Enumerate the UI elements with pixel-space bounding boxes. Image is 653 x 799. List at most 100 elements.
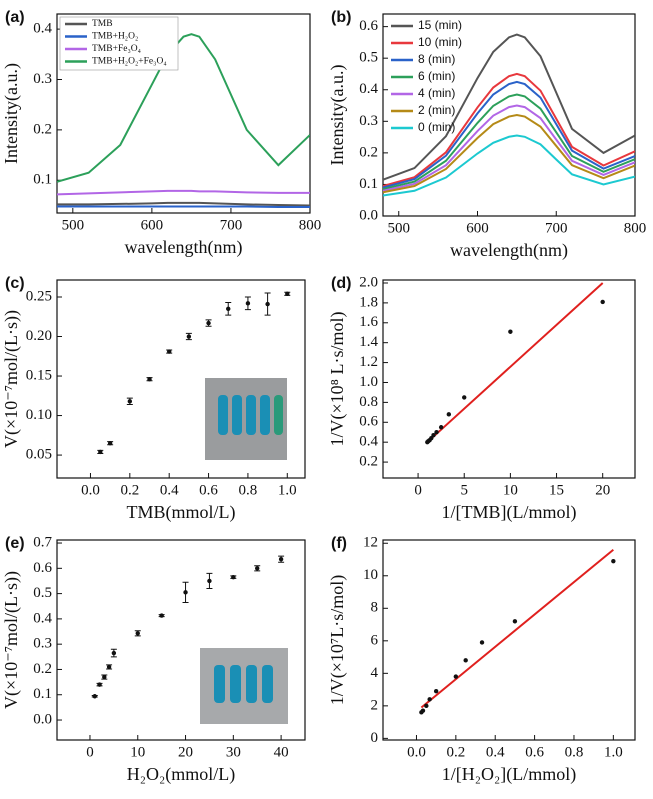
- y-tick-label: 0.5: [33, 585, 52, 601]
- legend-label: TMB: [92, 19, 113, 29]
- legend-label: 8 (min): [418, 52, 455, 66]
- data-point: [479, 640, 485, 645]
- legend-box: [59, 16, 179, 71]
- x-tick-label: 800: [299, 217, 322, 233]
- y-tick-label: 12: [363, 535, 378, 551]
- y-tick-label: 6: [371, 632, 379, 648]
- x-tick-label: 700: [545, 220, 568, 236]
- y-tick-label: 0.3: [33, 636, 52, 652]
- data-point: [431, 433, 436, 438]
- panel-label: (b): [331, 9, 351, 26]
- y-tick-label: 0.6: [359, 18, 378, 34]
- x-tick-label: 700: [220, 217, 243, 233]
- fit-line: [420, 548, 614, 709]
- y-tick-label: 0.4: [359, 81, 378, 97]
- data-point: [147, 376, 152, 382]
- data-point: [102, 674, 107, 680]
- panel: (f) 0.0 0.2 0.4 0.6 0.8 1.0 0 2 4 6 8 10 12 1/[H₂O₂](L…: [327, 535, 636, 785]
- series-line: [383, 104, 635, 192]
- x-tick-label: 30: [226, 744, 241, 760]
- series-line: [57, 201, 310, 207]
- data-point: [206, 320, 211, 326]
- panel: (a) 500 600 700 800 0.1 0.2 0.3 0.4 wavelength(nm…: [1, 9, 321, 258]
- y-axis-title: Intensity(a.u.): [1, 63, 22, 164]
- panel: (d) 0 5 10 15 20 0.2 0.4 0.6 0.8 1.0 1.2 1.4 1.6 1.8 2.…: [327, 274, 636, 523]
- y-tick-label: 2.0: [359, 274, 378, 290]
- data-point: [183, 590, 188, 595]
- y-tick-label: 0.4: [33, 21, 52, 37]
- y-tick-label: 0.4: [33, 610, 52, 626]
- panel-label: (a): [5, 9, 25, 26]
- y-tick-label: 1.0: [359, 374, 378, 390]
- x-tick-label: 1.0: [604, 744, 623, 760]
- y-tick-label: 1.4: [359, 334, 378, 350]
- data-point: [434, 430, 439, 435]
- inset-photo: [205, 378, 287, 460]
- x-axis-title: 1/[TMB](L/mmol): [442, 502, 577, 523]
- panel: (b) 500 600 700 800 0.0 0.1 0.2 0.3 0.4 0.5 0.6 wave…: [327, 9, 646, 261]
- panel-label: (c): [5, 275, 25, 292]
- x-tick-label: 0.6: [525, 744, 544, 760]
- data-point: [159, 613, 164, 618]
- y-axis-title: 1/V(×10⁷L·s/mol): [327, 575, 348, 705]
- y-tick-label: 0.0: [33, 711, 52, 727]
- series-line: [383, 33, 635, 181]
- x-tick-label: 0.2: [120, 482, 139, 498]
- data-point: [226, 306, 231, 312]
- x-axis-title: wavelength(nm): [450, 240, 568, 261]
- x-tick-label: 40: [274, 744, 289, 760]
- x-tick-label: 0.0: [81, 482, 100, 498]
- legend-label: TMB+H₂O₂+Fe₃O₄: [92, 57, 167, 67]
- data-point: [245, 301, 251, 306]
- x-tick-label: 20: [178, 744, 193, 760]
- x-axis-title: H₂O₂(mmol/L): [127, 764, 236, 785]
- plot-frame: [382, 279, 636, 479]
- y-tick-label: 1.8: [359, 294, 378, 310]
- data-point: [231, 574, 236, 580]
- data-point: [111, 650, 117, 656]
- y-axis-title: V(×10⁻⁷mol/(L·s)): [1, 310, 22, 448]
- inset-photo: [200, 648, 288, 724]
- data-point: [166, 349, 172, 354]
- panel: (c) 0.0 0.2 0.4 0.6 0.8 1.0 0.05 0.10 0.15 0.20 0.2…: [1, 275, 306, 523]
- y-tick-label: 0.2: [359, 144, 378, 160]
- y-tick-label: 8: [371, 600, 379, 616]
- x-axis-title: TMB(mmol/L): [127, 502, 236, 523]
- data-point: [463, 658, 468, 663]
- data-point: [424, 703, 429, 709]
- legend-label: 15 (min): [418, 18, 462, 32]
- data-point: [127, 399, 133, 404]
- panel-label: (d): [331, 275, 351, 292]
- x-tick-label: 0.8: [239, 482, 258, 498]
- series-line: [57, 189, 310, 196]
- y-tick-label: 0.2: [359, 454, 378, 470]
- y-tick-label: 0.1: [33, 172, 52, 188]
- panel: (e) 0 10 20 30 40 0.0 0.1 0.2 0.3 0.4 0.5 0.6 0.7 H₂O₂…: [1, 534, 306, 785]
- x-tick-label: 10: [130, 744, 145, 760]
- y-tick-label: 0.8: [359, 394, 378, 410]
- data-point: [278, 557, 284, 562]
- x-tick-label: 10: [503, 482, 518, 498]
- y-tick-label: 0.0: [359, 207, 378, 223]
- y-tick-label: 0.4: [359, 434, 378, 450]
- y-tick-label: 0.20: [26, 328, 52, 344]
- series-line: [383, 93, 635, 191]
- y-axis-title: 1/V(×10⁸ L·s/mol): [327, 312, 348, 447]
- data-point: [427, 697, 432, 702]
- x-tick-label: 0.6: [199, 482, 218, 498]
- data-point: [135, 631, 140, 636]
- y-tick-label: 0.05: [26, 447, 52, 463]
- plot-frame: [56, 539, 306, 741]
- legend-label: 10 (min): [418, 35, 462, 49]
- x-tick-label: 0.4: [486, 744, 505, 760]
- panel-label: (f): [331, 535, 347, 552]
- y-axis-title: Intensity(a.u.): [327, 65, 348, 166]
- y-tick-label: 0.5: [359, 50, 378, 66]
- y-tick-label: 1.6: [359, 314, 378, 330]
- x-tick-label: 500: [62, 217, 85, 233]
- data-point: [611, 558, 616, 564]
- data-point: [97, 682, 102, 687]
- fit-line: [426, 282, 604, 443]
- y-tick-label: 0.15: [26, 367, 52, 383]
